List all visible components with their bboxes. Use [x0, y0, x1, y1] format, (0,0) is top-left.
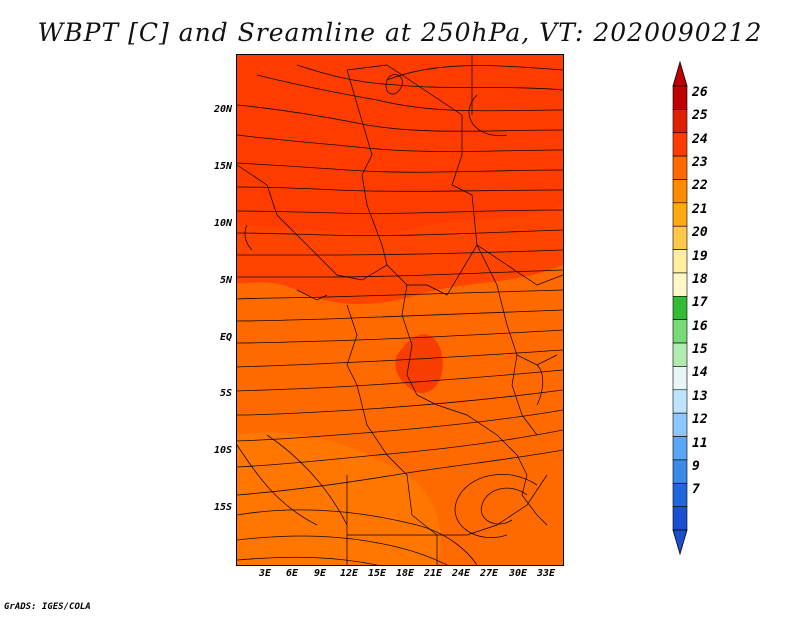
lat-label-eq: EQ [219, 332, 232, 343]
colorbar-label: 23 [692, 155, 708, 171]
colorbar-swatch [672, 459, 688, 484]
lat-label-10s: 10S [213, 445, 232, 456]
colorbar-label: 17 [692, 295, 708, 311]
colorbar-label: 18 [692, 271, 708, 287]
colorbar-label: 26 [692, 85, 708, 100]
colorbar-swatch [672, 179, 688, 204]
colorbar-swatch [672, 296, 688, 320]
colorbar-top-arrow [672, 60, 688, 87]
colorbar-swatch [672, 225, 688, 250]
colorbar-label: 25 [692, 108, 708, 124]
lat-label-20n: 20N [213, 104, 232, 115]
lat-label-15s: 15S [213, 502, 232, 513]
colorbar-label: 20 [692, 225, 708, 241]
lon-label-30e: 30E [508, 568, 528, 579]
lon-label-3e: 3E [258, 568, 272, 579]
colorbar-swatch [672, 319, 688, 344]
lon-label-33e: 33E [536, 568, 556, 579]
wbpt-shade-hot-core [395, 334, 443, 394]
lon-label-18e: 18E [395, 568, 415, 579]
colorbar-swatch [672, 506, 688, 531]
colorbar-swatch [672, 272, 688, 297]
colorbar-label: 24 [692, 131, 708, 147]
colorbar-swatch [672, 366, 688, 391]
colorbar [672, 60, 688, 556]
map-canvas [237, 55, 563, 565]
lon-label-15e: 15E [367, 568, 387, 579]
lat-label-5n: 5N [219, 275, 232, 286]
streamlines [237, 64, 563, 565]
colorbar-swatch [672, 85, 688, 110]
colorbar-swatch [672, 389, 688, 414]
colorbar-bottom-arrow [672, 529, 688, 556]
colorbar-label: 16 [692, 318, 708, 334]
lat-label-15n: 15N [213, 161, 232, 172]
lon-label-24e: 24E [451, 568, 471, 579]
map-panel [236, 54, 564, 566]
colorbar-swatch [672, 249, 688, 274]
lon-label-12e: 12E [339, 568, 359, 579]
colorbar-swatch [672, 155, 688, 180]
lon-label-21e: 21E [423, 568, 443, 579]
colorbar-label: 15 [692, 342, 708, 358]
lat-label-10n: 10N [213, 218, 232, 229]
grads-credit: GrADS: IGES/COLA [4, 602, 91, 612]
colorbar-swatch [672, 412, 688, 437]
colorbar-swatch [672, 132, 688, 157]
colorbar-label: 7 [692, 482, 700, 498]
country-borders [237, 55, 563, 565]
colorbar-swatch [672, 342, 688, 367]
colorbar-swatch [672, 202, 688, 227]
colorbar-label: 12 [692, 412, 708, 428]
lat-label-5s: 5S [219, 388, 232, 399]
colorbar-swatch [672, 482, 688, 507]
colorbar-label: 14 [692, 365, 708, 381]
lon-label-6e: 6E [285, 568, 299, 579]
colorbar-label: 21 [692, 201, 708, 217]
colorbar-label: 13 [692, 388, 708, 404]
colorbar-swatch [672, 109, 688, 134]
lon-label-9e: 9E [313, 568, 327, 579]
colorbar-swatch [672, 436, 688, 461]
chart-title: WBPT [C] and Sreamline at 250hPa, VT: 20… [37, 18, 763, 47]
colorbar-label: 9 [692, 458, 700, 474]
colorbar-label: 22 [692, 178, 708, 194]
wbpt-shade-south [237, 432, 441, 565]
lon-label-27e: 27E [479, 568, 499, 579]
colorbar-label: 19 [692, 248, 708, 264]
colorbar-label: 11 [692, 435, 708, 451]
